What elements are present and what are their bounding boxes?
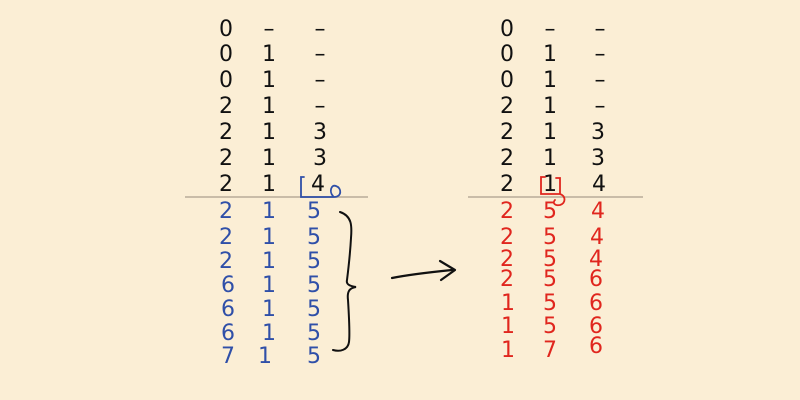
right-bottom-cell: 6: [589, 291, 603, 316]
right-top-cell: 1: [543, 146, 557, 171]
right-bottom-cell: 2: [500, 199, 514, 224]
right-top-cell: 2: [500, 94, 514, 119]
left-bottom-cell: 1: [262, 225, 276, 250]
right-bottom-cell: 6: [589, 334, 603, 359]
left-bottom-cell: 1: [262, 199, 276, 224]
right-top-cell: 0: [500, 42, 514, 67]
right-top-cell: 1: [543, 42, 557, 67]
left-bottom-cell: 5: [307, 225, 321, 250]
left-top-rows: 0 – – 0 1 – 0 1 – 2 1 – 2 1 3 2 1 3 2 1 …: [219, 17, 327, 197]
right-top-cell: 0: [500, 68, 514, 93]
left-bottom-cell: 5: [307, 273, 321, 298]
left-highlight-bracket: [300, 176, 342, 198]
right-top-cell: 0: [500, 17, 514, 42]
left-bottom-cell: 1: [262, 273, 276, 298]
left-top-cell: 0: [219, 17, 233, 42]
right-bottom-cell: 2: [500, 247, 514, 272]
left-bottom-cell: 6: [221, 321, 235, 346]
left-top-cell: –: [315, 42, 326, 67]
right-top-cell: 4: [592, 172, 606, 197]
left-bottom-cell: 7: [221, 344, 235, 369]
left-top-cell: 1: [262, 68, 276, 93]
right-top-cell: 1: [543, 120, 557, 145]
right-table: 0 – – 0 1 – 0 1 – 2 1 – 2 1 3 2 1 3 2 1 …: [500, 17, 606, 363]
right-bottom-cell: 1: [501, 291, 515, 316]
left-bottom-cell: 1: [262, 249, 276, 274]
right-bottom-cell: 2: [500, 225, 514, 250]
left-top-cell: 2: [219, 146, 233, 171]
left-bottom-cell: 5: [307, 344, 321, 369]
right-top-cell: 2: [500, 120, 514, 145]
right-top-cell: 1: [543, 68, 557, 93]
left-top-cell: 1: [262, 94, 276, 119]
right-top-cell: 3: [591, 120, 605, 145]
left-top-cell: 3: [313, 146, 327, 171]
left-bottom-cell: 1: [258, 344, 272, 369]
left-top-cell: 2: [219, 172, 233, 197]
left-top-cell: 1: [262, 120, 276, 145]
left-bottom-cell: 5: [307, 321, 321, 346]
right-bottom-cell: 1: [501, 338, 515, 363]
left-top-cell: 1: [262, 172, 276, 197]
left-bottom-cell: 6: [221, 273, 235, 298]
left-bottom-cell: 5: [307, 297, 321, 322]
right-bottom-cell: 6: [589, 314, 603, 339]
right-bottom-cell: 2: [500, 267, 514, 292]
right-top-cell: 1: [543, 94, 557, 119]
left-bottom-cell: 2: [219, 225, 233, 250]
right-top-cell: 1: [543, 172, 557, 197]
arrow-shaft: [390, 268, 454, 280]
left-top-cell: –: [315, 17, 326, 42]
right-highlight-bracket: [540, 176, 566, 207]
left-top-cell: 1: [262, 42, 276, 67]
right-bottom-cell: 4: [590, 225, 604, 250]
left-bottom-cell: 5: [307, 199, 321, 224]
left-top-cell: –: [315, 94, 326, 119]
left-bottom-cell: 5: [307, 249, 321, 274]
left-top-cell: –: [264, 17, 275, 42]
curly-brace: [332, 211, 357, 352]
right-top-cell: –: [595, 17, 606, 42]
right-bottom-cell: 1: [501, 314, 515, 339]
left-top-cell: 2: [219, 94, 233, 119]
left-top-cell: –: [315, 68, 326, 93]
left-bottom-cell: 2: [219, 249, 233, 274]
right-top-cell: –: [545, 17, 556, 42]
left-table: 0 – – 0 1 – 0 1 – 2 1 – 2 1 3 2 1 3 2 1 …: [219, 17, 342, 369]
left-top-cell: 1: [262, 146, 276, 171]
left-bottom-cell: 2: [219, 199, 233, 224]
right-bottom-cell: 5: [543, 199, 557, 224]
left-bottom-cell: 1: [262, 297, 276, 322]
right-bottom-cell: 5: [543, 314, 557, 339]
right-top-cell: 3: [591, 146, 605, 171]
right-bottom-cell: 7: [543, 338, 557, 363]
right-top-cell: 2: [500, 172, 514, 197]
left-bottom-cell: 1: [262, 321, 276, 346]
left-top-cell: 3: [313, 120, 327, 145]
left-top-cell: 0: [219, 68, 233, 93]
right-bottom-cell: 5: [543, 247, 557, 272]
left-top-cell: 2: [219, 120, 233, 145]
left-bottom-cell: 6: [221, 297, 235, 322]
right-top-cell: –: [595, 94, 606, 119]
left-top-cell: 4: [311, 172, 325, 197]
transform-arrow: [390, 259, 457, 282]
left-bottom-rows: 2 1 5 2 1 5 2 1 5 6 1 5 6 1 5 6 1 5 7 1 …: [219, 199, 321, 369]
right-top-cell: 2: [500, 146, 514, 171]
right-bottom-cell: 4: [589, 247, 603, 272]
right-bottom-cell: 5: [543, 225, 557, 250]
right-bottom-cell: 6: [589, 267, 603, 292]
right-bottom-cell: 5: [543, 291, 557, 316]
right-bottom-rows: 2 5 4 2 5 4 2 5 4 2 5 6 1 5 6 1 5 6 1 7 …: [500, 199, 605, 363]
right-top-rows: 0 – – 0 1 – 0 1 – 2 1 – 2 1 3 2 1 3 2 1 …: [500, 17, 606, 197]
right-top-cell: –: [595, 42, 606, 67]
arrow-head: [438, 259, 457, 282]
right-bottom-cell: 4: [591, 199, 605, 224]
right-top-cell: –: [595, 68, 606, 93]
left-top-cell: 0: [219, 42, 233, 67]
right-bottom-cell: 5: [543, 267, 557, 292]
